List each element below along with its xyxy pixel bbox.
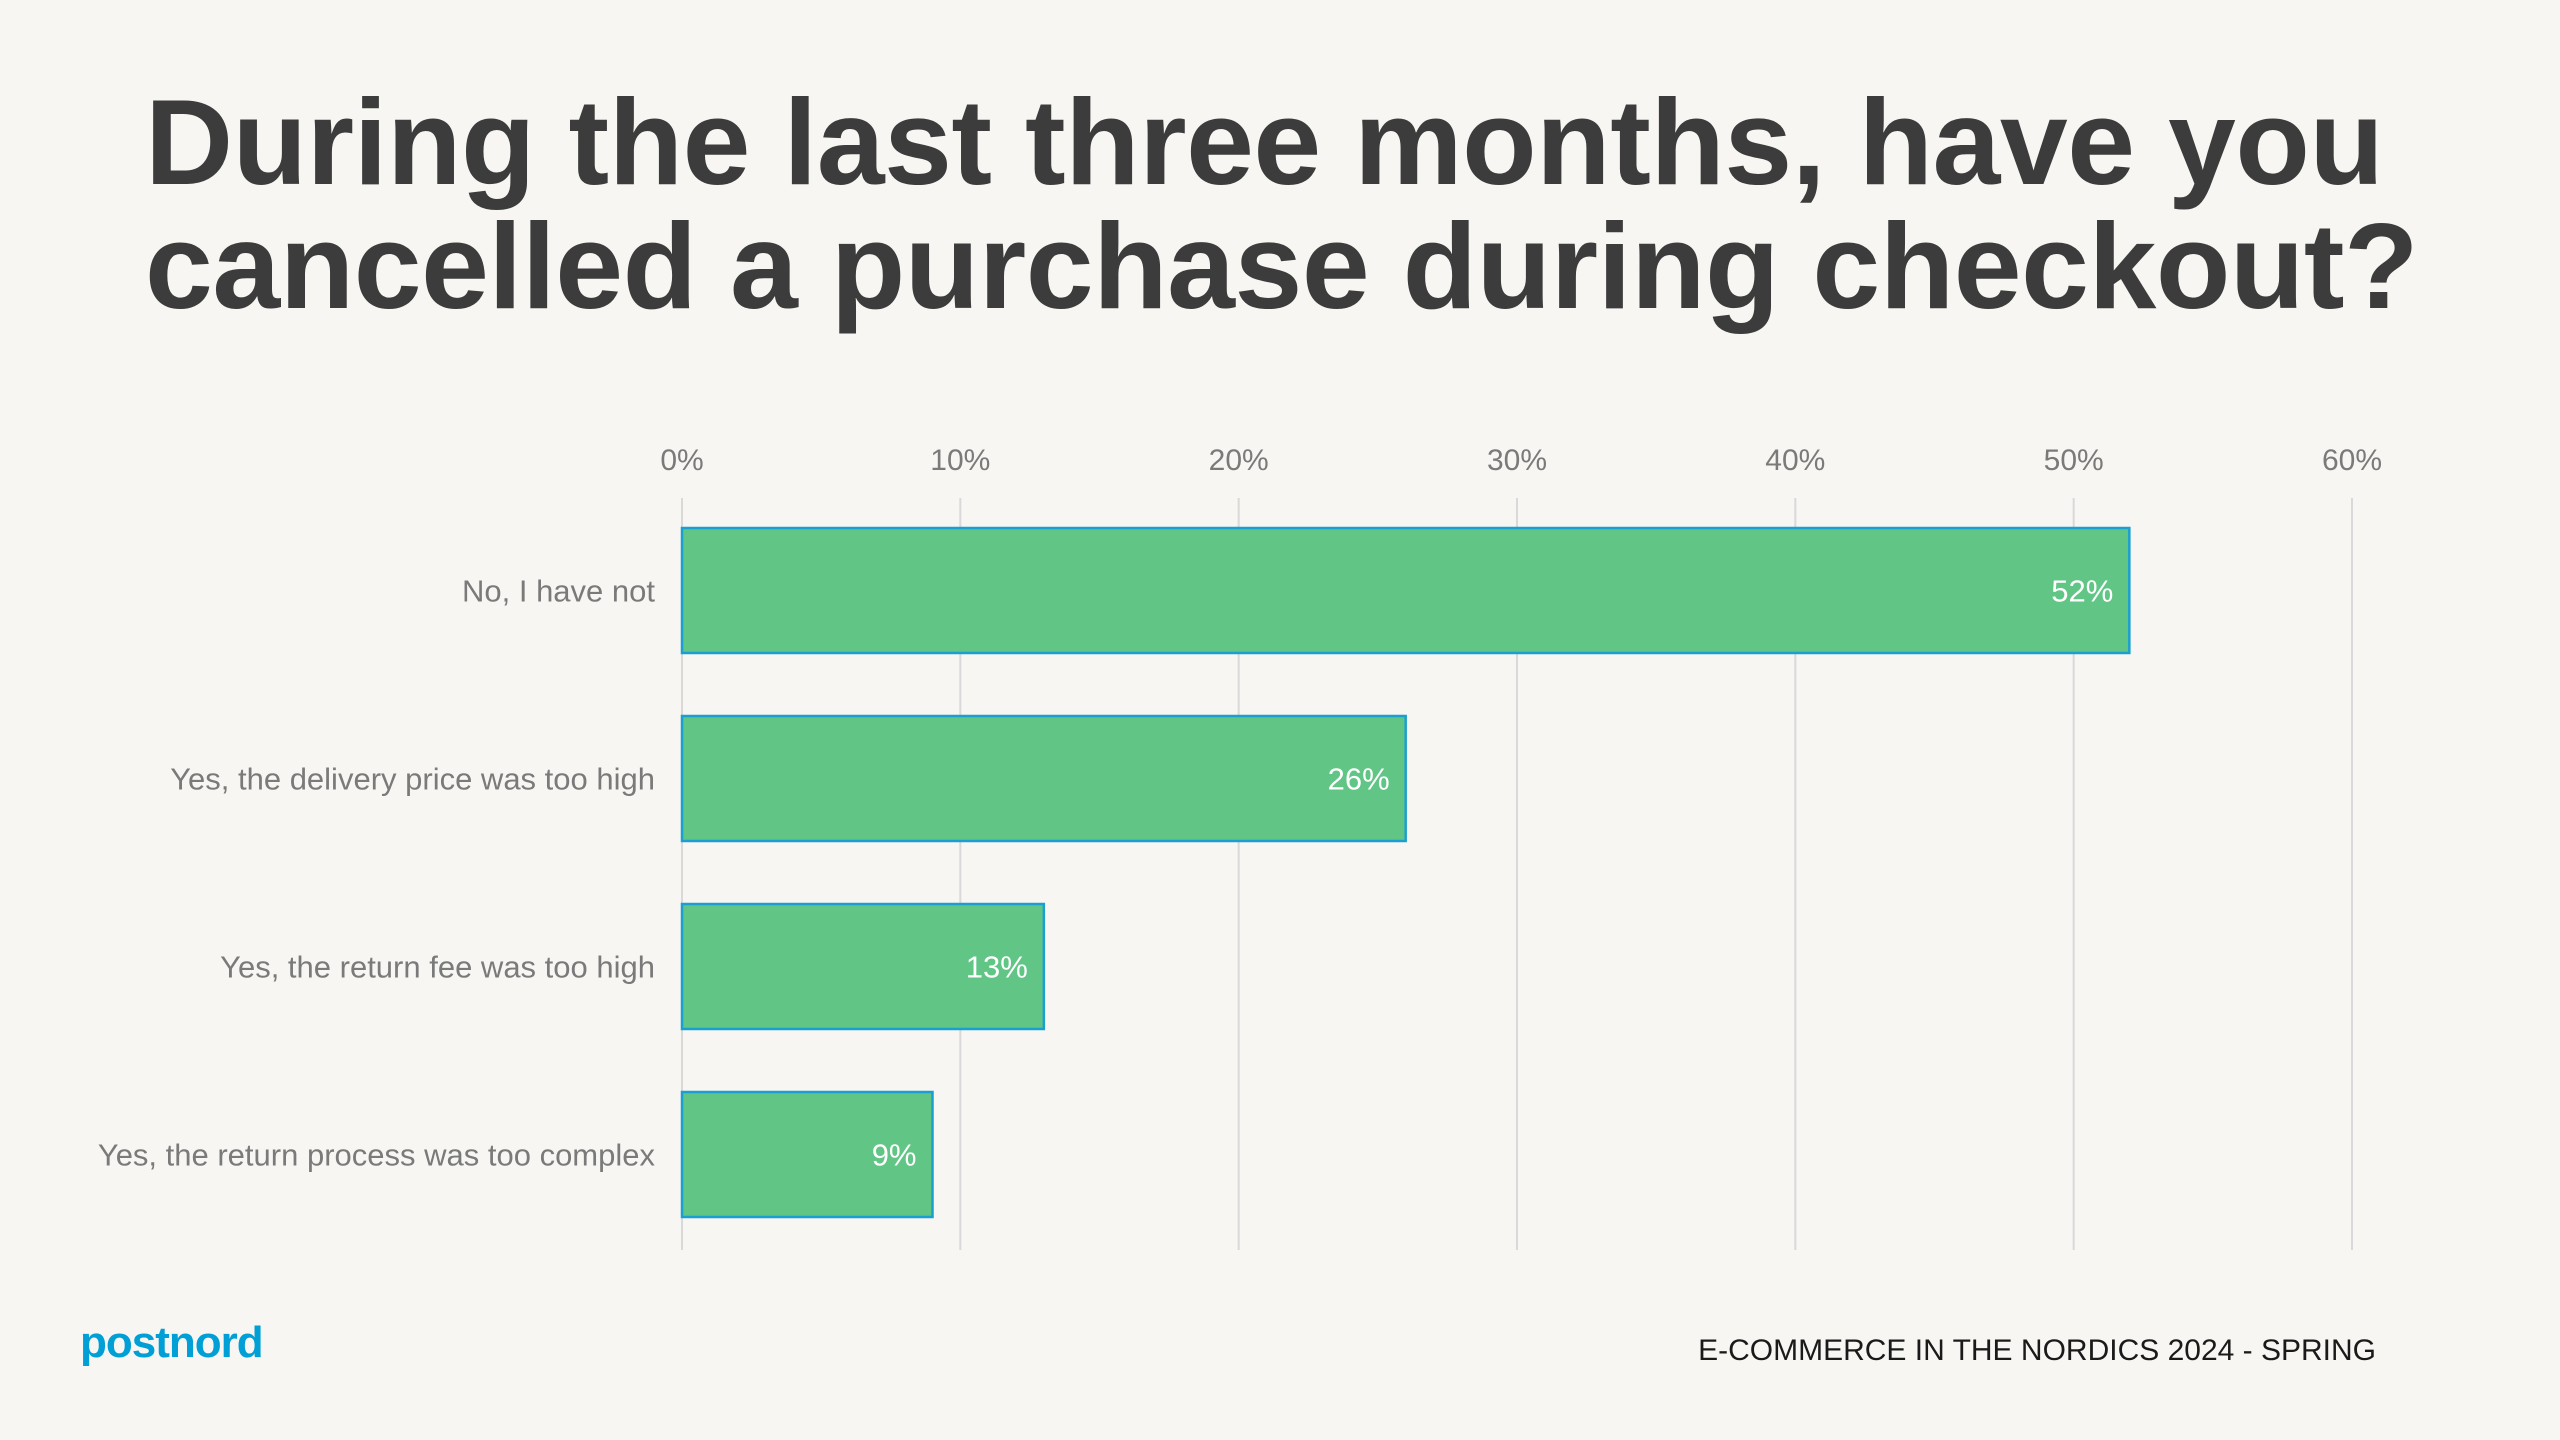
data-label: 52% [2051,574,2113,609]
bar [680,902,1046,1031]
bar [680,714,1407,843]
bar [680,1090,934,1219]
category-label: No, I have not [462,574,655,609]
category-label: Yes, the return fee was too high [220,950,655,985]
bar [680,526,2131,655]
report-source: E-COMMERCE IN THE NORDICS 2024 - SPRING [1698,1334,2376,1367]
x-tick-label: 60% [2322,444,2382,477]
data-label: 13% [966,950,1028,985]
x-tick-label: 0% [660,444,703,477]
x-tick-label: 30% [1487,444,1547,477]
x-tick-label: 50% [2044,444,2104,477]
postnord-logo: postnord [80,1318,264,1367]
category-label: Yes, the delivery price was too high [170,762,655,797]
category-label: Yes, the return process was too complex [98,1138,656,1173]
chart-title: During the last three months, have you c… [145,74,2419,334]
x-tick-label: 20% [1209,444,1269,477]
data-label: 26% [1328,762,1390,797]
data-label: 9% [872,1138,917,1173]
x-tick-label: 10% [930,444,990,477]
x-tick-label: 40% [1765,444,1825,477]
